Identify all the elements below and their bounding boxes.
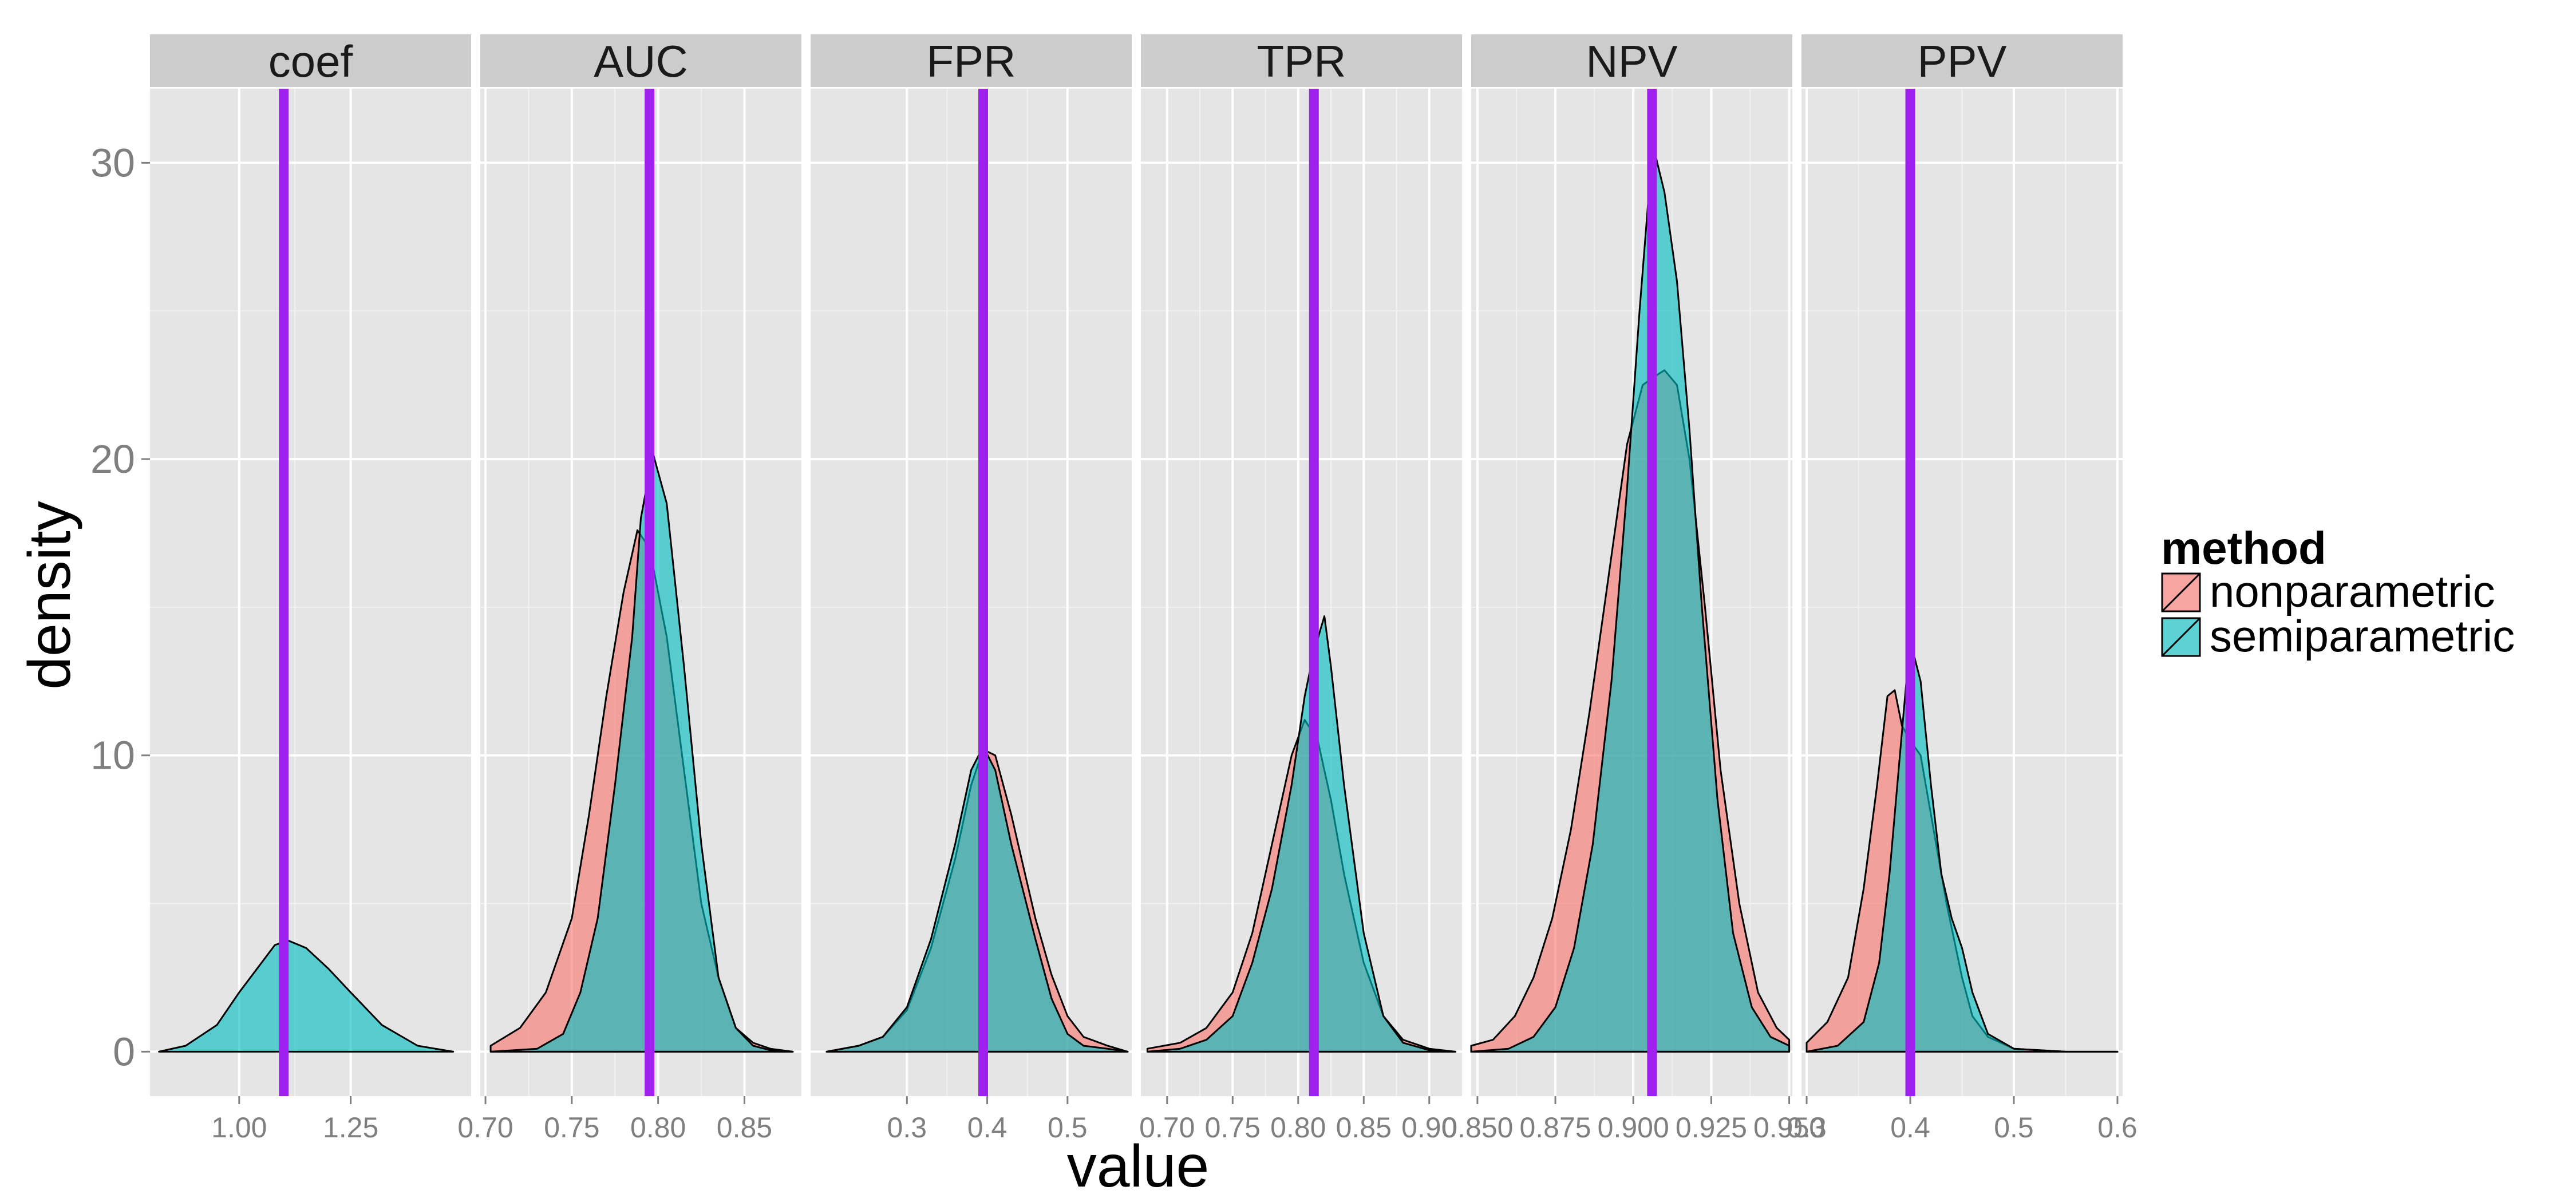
facet-strip-ppv (1801, 34, 2123, 87)
facet-strip-npv (1471, 34, 1792, 87)
facet-coef: coef 1.00 1.25 (150, 34, 471, 1144)
legend-item-nonparametric: nonparametric (2160, 566, 2495, 616)
panel-background-coef (150, 89, 471, 1096)
facet-strip-label-npv: NPV (1586, 36, 1677, 86)
x-tick-label: 0.4 (1890, 1112, 1930, 1144)
facet-fpr: FPR 0.3 0.4 0.5 (811, 34, 1132, 1144)
x-tick-label: 0.90 (1401, 1112, 1457, 1144)
x-tick-label: 0.75 (544, 1112, 599, 1144)
legend-title: method (2161, 523, 2326, 574)
x-tick-label: 0.85 (1336, 1112, 1392, 1144)
facet-strip-tpr (1141, 34, 1462, 87)
x-tick-label: 0.70 (457, 1112, 513, 1144)
x-tick-label: 0.5 (1048, 1112, 1088, 1144)
x-tick-label: 0.80 (630, 1112, 686, 1144)
facet-npv: NPV 0.850 0.875 0.900 0.925 0.950 (1441, 34, 1825, 1144)
x-tick-label: 0.3 (1787, 1112, 1827, 1144)
density-curve-semiparametric-coef (158, 939, 455, 1053)
facet-strip-coef (150, 34, 471, 87)
x-tick-label: 0.925 (1676, 1112, 1747, 1144)
y-tick-label: 0 (113, 1029, 135, 1074)
x-tick-label: 0.950 (1753, 1112, 1825, 1144)
x-tick-label: 0.3 (887, 1112, 927, 1144)
x-tick-label: 0.850 (1441, 1112, 1513, 1144)
facet-auc: AUC 0.70 0.75 0.80 0.85 (457, 34, 801, 1144)
facet-strip-label-fpr: FPR (927, 36, 1016, 86)
x-tick-label: 0.900 (1598, 1112, 1669, 1144)
legend-swatch-slash (2161, 617, 2201, 657)
x-tick-label: 0.4 (967, 1112, 1008, 1144)
x-tick-label: 0.6 (2097, 1112, 2138, 1144)
facet-strip-label-ppv: PPV (1917, 36, 2006, 86)
x-tick-label: 1.00 (211, 1112, 267, 1144)
legend-label-nonparametric: nonparametric (2210, 566, 2495, 616)
y-tick-label: 20 (90, 437, 135, 481)
facet-strip-label-coef: coef (268, 36, 353, 86)
x-tick-label: 0.5 (1994, 1112, 2034, 1144)
density-curve-semiparametric-fpr (825, 745, 1129, 1053)
x-tick-label: 0.75 (1205, 1112, 1261, 1144)
facet-strip-fpr (811, 34, 1132, 87)
y-axis-title: density (17, 501, 83, 690)
density-curve-semiparametric-tpr (1146, 615, 1457, 1053)
legend-label-semiparametric: semiparametric (2210, 611, 2515, 661)
facet-tpr: TPR 0.70 0.75 0.80 0.85 0.90 (1139, 34, 1462, 1144)
facet-strip-auc (480, 34, 801, 87)
y-axis: 0 10 20 30 (90, 140, 150, 1074)
x-tick-label: 1.25 (323, 1112, 378, 1144)
legend-item-semiparametric: semiparametric (2160, 611, 2515, 661)
facet-strip-label-auc: AUC (594, 36, 688, 86)
x-tick-label: 0.70 (1139, 1112, 1195, 1144)
density-curve-semiparametric-npv (1470, 153, 1791, 1053)
y-tick-label: 30 (90, 140, 135, 185)
legend-swatch-slash (2161, 572, 2201, 612)
density-curve-semiparametric-auc (489, 452, 794, 1053)
facet-panels: coef 1.00 1.25 AUC 0.70 0.75 0.80 0.85 FPR 0.3 0.4… (150, 34, 2138, 1144)
y-tick-label: 10 (90, 733, 135, 778)
x-tick-label: 0.875 (1519, 1112, 1591, 1144)
x-tick-label: 0.80 (1270, 1112, 1326, 1144)
density-curve-semiparametric-ppv (1805, 647, 2119, 1053)
facet-ppv: PPV 0.3 0.4 0.5 0.6 (1787, 34, 2138, 1144)
x-tick-label: 0.85 (717, 1112, 772, 1144)
x-axis-title: value (1067, 1133, 1210, 1200)
facet-strip-label-tpr: TPR (1257, 36, 1346, 86)
